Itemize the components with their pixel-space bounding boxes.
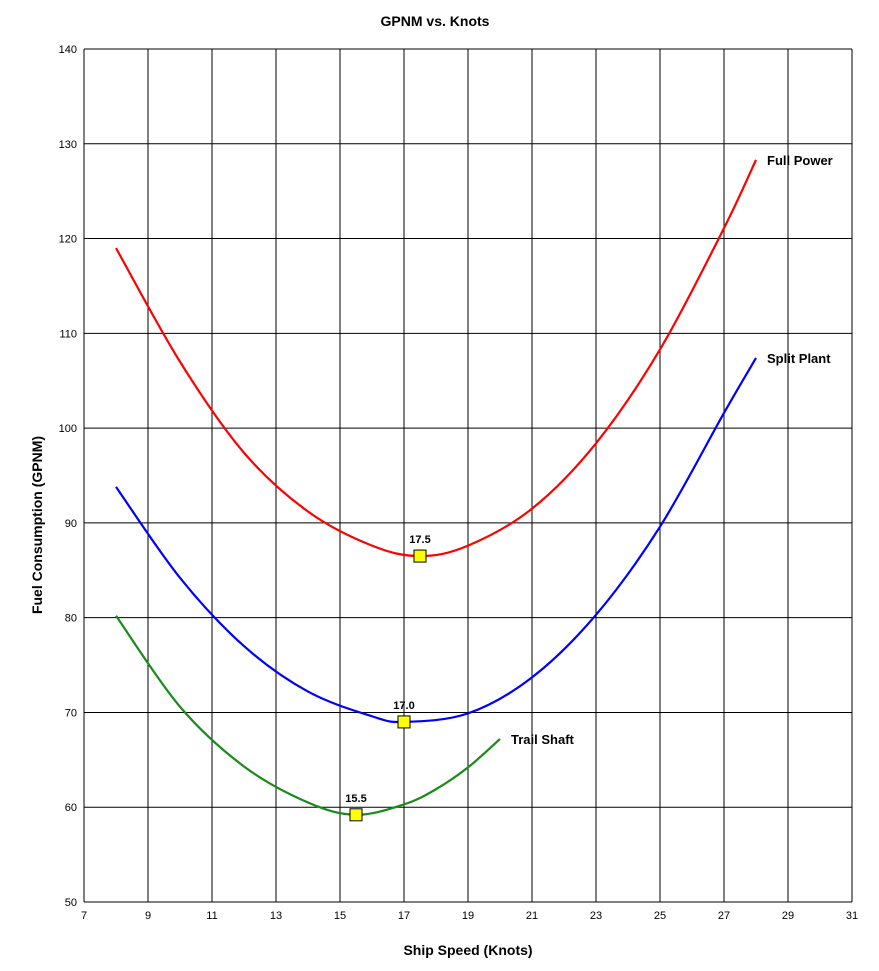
x-tick-label: 13 [270, 910, 282, 922]
series-line-split-plant [115, 357, 757, 724]
y-tick-label: 50 [65, 897, 77, 909]
x-axis-ticks: 7 9 11 13 15 17 19 21 23 25 27 29 31 [81, 910, 858, 922]
x-tick-label: 11 [206, 910, 217, 922]
x-tick-label: 17 [398, 910, 410, 922]
minimum-label-full-power: 17.5 [409, 534, 430, 546]
series-line-full-power [115, 159, 757, 558]
y-tick-label: 140 [59, 44, 77, 56]
minimum-marker-full-power [413, 549, 427, 563]
series-label-split-plant: Split Plant [767, 351, 831, 366]
y-axis-label: Fuel Consumption (GPNM) [29, 436, 45, 614]
minimum-marker-split-plant [397, 715, 411, 729]
x-tick-label: 15 [334, 910, 346, 922]
x-tick-label: 21 [526, 910, 538, 922]
x-axis-label: Ship Speed (Knots) [403, 942, 532, 958]
x-tick-label: 7 [81, 910, 87, 922]
series-layer: Full Power Split Plant Trail Shaft [115, 153, 833, 816]
x-tick-label: 19 [462, 910, 474, 922]
series-line-trail-shaft [115, 615, 501, 816]
grid [83, 48, 853, 903]
x-tick-label: 9 [145, 910, 151, 922]
chart-title: GPNM vs. Knots [381, 13, 490, 29]
y-tick-label: 130 [59, 139, 77, 151]
minimum-marker-trail-shaft [349, 808, 363, 822]
y-tick-label: 70 [65, 707, 77, 719]
x-tick-label: 27 [718, 910, 730, 922]
series-label-full-power: Full Power [767, 153, 833, 168]
x-tick-label: 31 [846, 910, 858, 922]
y-tick-label: 110 [59, 328, 77, 340]
x-tick-label: 25 [654, 910, 666, 922]
x-tick-label: 23 [590, 910, 602, 922]
minimum-label-trail-shaft: 15.5 [345, 793, 366, 805]
minimum-markers: 17.5 17.0 15.5 [345, 534, 431, 822]
y-tick-label: 80 [65, 613, 77, 625]
y-tick-label: 120 [59, 234, 77, 246]
x-tick-label: 29 [782, 910, 794, 922]
series-label-trail-shaft: Trail Shaft [511, 732, 575, 747]
minimum-label-split-plant: 17.0 [393, 700, 414, 712]
y-tick-label: 60 [65, 802, 77, 814]
y-axis-ticks: 50 60 70 80 90 100 110 120 130 140 [59, 44, 77, 909]
y-tick-label: 100 [59, 423, 77, 435]
y-tick-label: 90 [65, 518, 77, 530]
